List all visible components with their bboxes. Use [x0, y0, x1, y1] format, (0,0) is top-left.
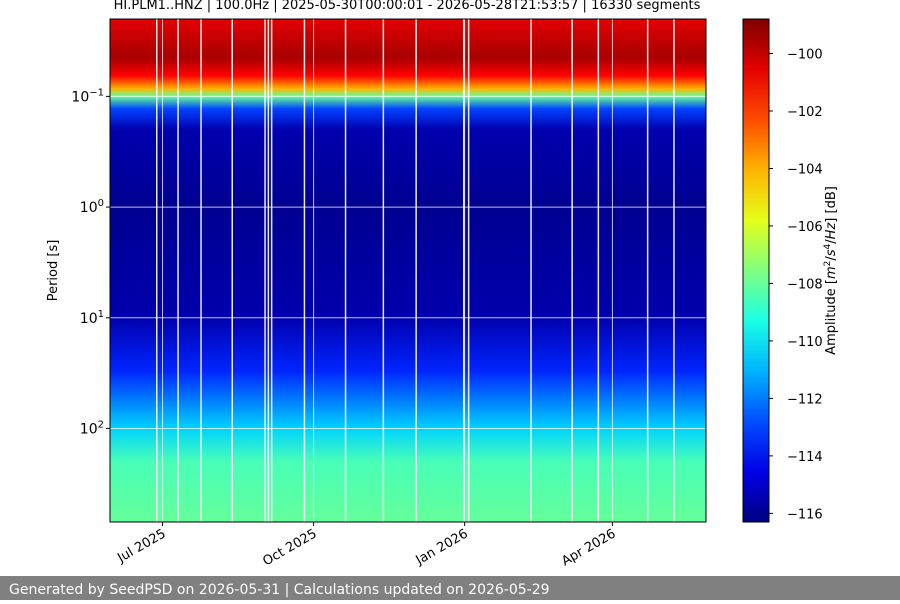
- chart-title: HI.PLM1..HNZ | 100.0Hz | 2025-05-30T00:0…: [113, 0, 701, 13]
- y-axis-label: Period [s]: [46, 240, 61, 302]
- data-gap-line: [303, 19, 306, 522]
- data-gap-line: [597, 19, 600, 522]
- plot-frame: [109, 18, 707, 523]
- colorbar-tick-label: −116: [787, 507, 823, 522]
- data-gap-line: [463, 19, 465, 522]
- data-gap-line: [264, 19, 266, 522]
- data-gap-line: [530, 19, 532, 522]
- colorbar-tick-label: −110: [787, 335, 823, 350]
- y-tick-label: 101: [80, 309, 104, 327]
- data-gap-line: [200, 19, 202, 522]
- data-gap-line: [177, 19, 179, 522]
- data-gap-line: [270, 19, 273, 522]
- data-gap-line: [156, 19, 158, 522]
- colorbar-tick-label: −108: [787, 277, 823, 292]
- colorbar-tick-label: −104: [787, 162, 823, 177]
- colorbar-label: Amplitude [m2/s4/Hz] [dB]: [823, 186, 839, 355]
- x-tick-label: Jan 2026: [413, 526, 471, 568]
- data-gap-line: [344, 19, 347, 522]
- x-tick-label: Jul 2025: [114, 526, 168, 566]
- spectrogram-heatmap: [110, 19, 706, 522]
- y-tick-label: 102: [80, 419, 104, 437]
- data-gap-line: [673, 19, 675, 522]
- colorbar: [742, 18, 770, 523]
- colorbar-tick-label: −106: [787, 220, 823, 235]
- chart-svg: 10−1 100 101 102 Period [s] Jul 2025 Oct 2025 J…: [46, 18, 839, 569]
- data-gap-line: [467, 19, 470, 522]
- data-gap-line: [415, 19, 417, 522]
- data-gap-line: [571, 19, 573, 522]
- y-tick-label: 10−1: [71, 87, 104, 105]
- x-tick-label: Apr 2026: [559, 526, 618, 569]
- data-gap-line: [231, 19, 233, 522]
- y-tick-label: 100: [80, 198, 104, 216]
- data-gap-line: [267, 19, 270, 522]
- colorbar-tick-label: −102: [787, 105, 823, 120]
- colorbar-tick-label: −100: [787, 47, 823, 62]
- colorbar-tick-label: −114: [787, 450, 823, 465]
- footer-bar: Generated by SeedPSD on 2026-05-31 | Cal…: [0, 576, 900, 600]
- data-gap-line: [382, 19, 385, 522]
- data-gap-line: [646, 19, 649, 522]
- colorbar-tick-label: −112: [787, 392, 823, 407]
- x-tick-label: Oct 2025: [260, 526, 319, 569]
